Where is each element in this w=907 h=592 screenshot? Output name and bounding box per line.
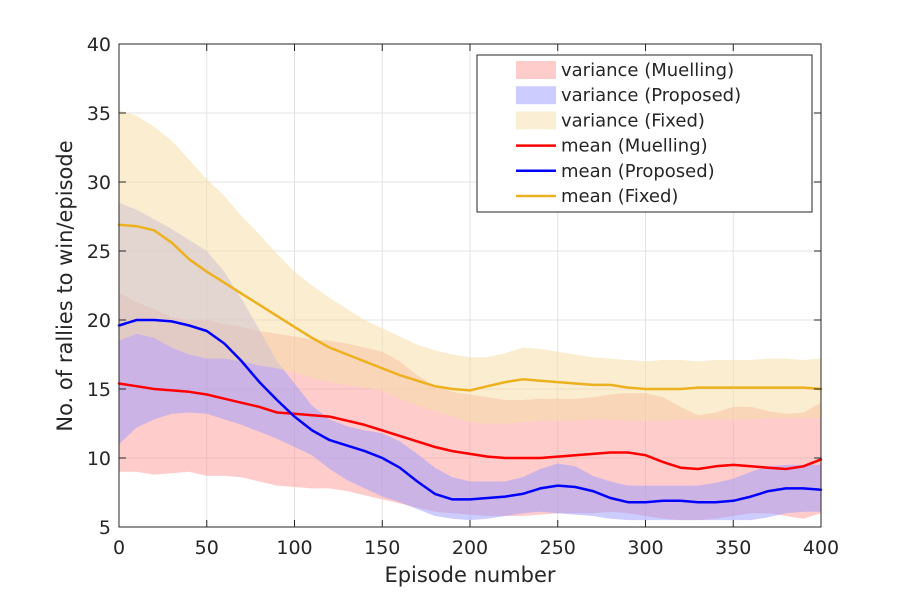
legend-label: mean (Fixed) [561,186,678,207]
x-tick-label: 200 [452,537,488,559]
legend-label: variance (Muelling) [561,60,734,81]
x-tick-label: 250 [540,537,576,559]
legend-label: variance (Fixed) [561,110,705,131]
y-tick-label: 15 [87,379,111,401]
band-variance-proposed [119,202,821,521]
x-axis-label: Episode number [384,563,555,587]
y-tick-label: 20 [87,310,111,332]
x-tick-label: 100 [276,537,312,559]
x-tick-label: 300 [627,537,663,559]
x-tick-label: 150 [364,537,400,559]
legend-swatch [516,61,556,79]
legend-label: variance (Proposed) [561,85,741,106]
y-tick-label: 25 [87,241,111,263]
band-variance-fixed [119,110,821,424]
y-tick-label: 35 [87,103,111,125]
y-tick-label: 10 [87,448,111,470]
line-mean-fixed [117,223,823,392]
x-tick-label: 400 [803,537,839,559]
mean-lines [117,223,823,504]
line-mean-proposed [117,318,823,504]
legend-swatch [516,111,556,130]
y-axis-ticks: 5 10 15 20 25 30 35 40 [87,34,821,539]
y-tick-label: 30 [87,172,111,194]
y-tick-label: 40 [87,34,111,56]
legend: variance (Muelling) variance (Proposed) va… [476,54,813,213]
x-tick-label: 50 [195,537,219,559]
legend-label: mean (Proposed) [561,161,715,182]
x-tick-label: 350 [715,537,751,559]
line-mean-muelling [117,382,823,471]
x-axis-ticks: 0 50 100 150 200 250 300 350 400 [113,44,839,559]
x-tick-label: 0 [113,537,125,559]
y-tick-label: 5 [99,517,111,539]
variance-bands [119,110,821,521]
legend-swatch [516,86,556,105]
legend-label: mean (Muelling) [561,136,708,157]
legend-box [476,54,813,213]
y-axis-label: No. of rallies to win/episode [53,140,77,431]
